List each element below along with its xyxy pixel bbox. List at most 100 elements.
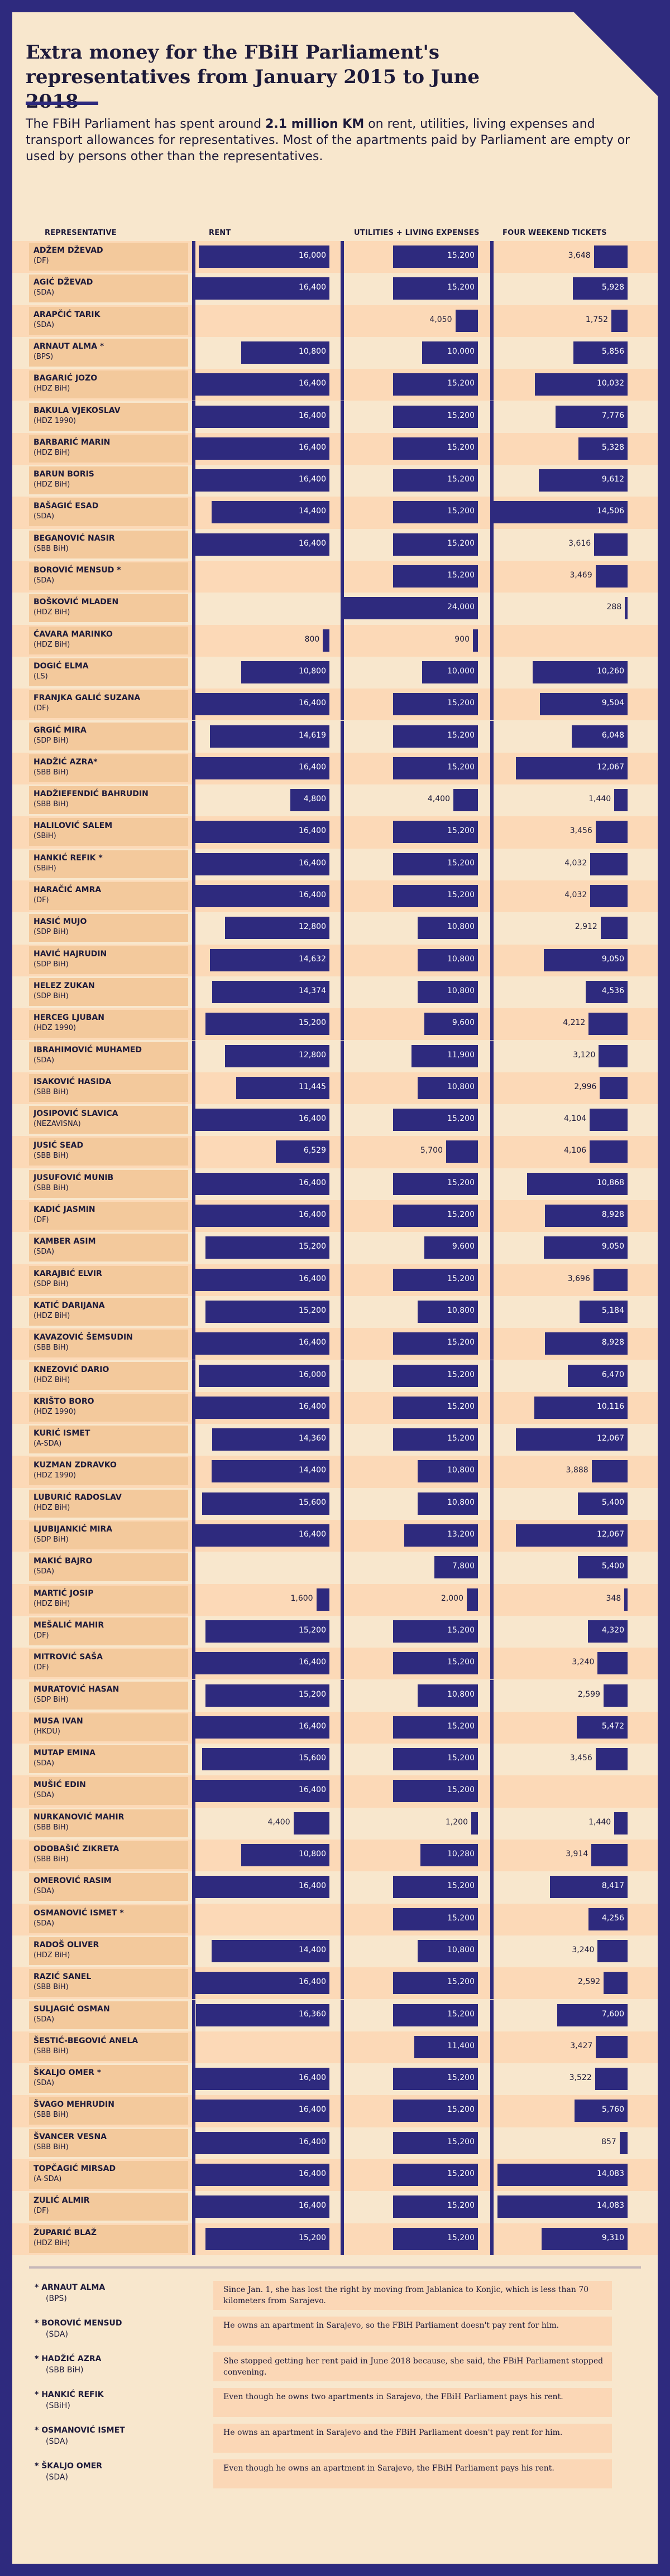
representative-cell — [29, 1393, 188, 1422]
tickets-bar — [567, 1364, 628, 1387]
representative-cell — [29, 2161, 188, 2189]
util-axis-line — [341, 1999, 344, 2031]
tickets-value-label: 10,116 — [597, 1402, 624, 1411]
footnote-box — [213, 2352, 612, 2381]
tickets-value-label: 1,440 — [588, 795, 611, 804]
rent-axis-line — [192, 1552, 195, 1584]
tickets-bar — [556, 405, 628, 428]
util-value-label: 15,200 — [447, 442, 475, 452]
util-bar — [434, 1556, 478, 1579]
tickets-axis-line — [490, 1136, 494, 1168]
util-value-label: 10,800 — [447, 1082, 475, 1091]
rent-value-label: 16,400 — [299, 890, 326, 899]
util-value-label: 4,400 — [427, 795, 450, 804]
util-value-label: 10,800 — [447, 1306, 475, 1315]
rent-bar — [212, 1460, 329, 1483]
util-axis-line — [341, 1040, 344, 1072]
tickets-axis-line — [490, 848, 494, 880]
representative-name: MAKIĆ BAJRO — [34, 1557, 93, 1566]
rent-value-label: 16,400 — [299, 2073, 326, 2083]
tickets-bar — [577, 1556, 628, 1579]
util-value-label: 15,200 — [447, 1434, 475, 1443]
representative-party: (SDA) — [34, 1248, 55, 1256]
tickets-axis-line — [490, 2191, 494, 2223]
tickets-axis-line — [490, 1008, 494, 1041]
tickets-value-label: 7,776 — [601, 411, 624, 420]
tickets-value-label: 3,522 — [569, 2073, 592, 2083]
tickets-axis-line — [490, 1583, 494, 1616]
rent-bar — [241, 1844, 329, 1866]
representative-cell — [29, 1905, 188, 1933]
rent-axis-line — [192, 241, 195, 273]
representative-name: MITROVIĆ SAŠA — [34, 1653, 103, 1662]
rent-bar — [195, 693, 329, 716]
footnote-party: (SDA) — [46, 2437, 68, 2446]
util-axis-line — [341, 1232, 344, 1264]
rent-bar — [205, 1684, 329, 1707]
representative-cell — [29, 1521, 188, 1549]
util-bar — [393, 1364, 478, 1387]
util-value-label: 10,800 — [447, 1945, 475, 1954]
tickets-bar — [516, 1428, 628, 1451]
rent-bar — [195, 1524, 329, 1547]
representative-cell — [29, 2129, 188, 2157]
rent-bar — [195, 2068, 329, 2091]
tickets-value-label: 10,260 — [597, 666, 624, 676]
tickets-value-label: 3,696 — [567, 1274, 590, 1283]
tickets-bar — [590, 853, 628, 875]
util-value-label: 11,400 — [447, 2041, 475, 2050]
tickets-value-label: 2,599 — [577, 1689, 600, 1699]
util-value-label: 10,800 — [447, 954, 475, 964]
rent-bar — [195, 1780, 329, 1803]
representative-cell — [29, 1330, 188, 1358]
util-bar — [393, 2195, 478, 2218]
representative-name: HADŽIEFENDIĆ BAHRUDIN — [34, 789, 149, 799]
util-bar — [393, 373, 478, 396]
util-value-label: 9,600 — [452, 1242, 475, 1251]
rent-axis-line — [192, 656, 195, 689]
util-bar — [393, 1716, 478, 1739]
rent-bar — [202, 1748, 329, 1771]
rent-axis-line — [192, 561, 195, 593]
rent-bar — [212, 980, 329, 1003]
util-bar — [393, 405, 478, 428]
representative-party: (SDP BiH) — [34, 1695, 69, 1704]
util-axis-line — [341, 976, 344, 1009]
representative-cell — [29, 498, 188, 527]
representative-cell — [29, 2033, 188, 2061]
util-value-label: 15,200 — [447, 2201, 475, 2211]
representative-cell — [29, 2065, 188, 2093]
representative-name: KATIĆ DARIJANA — [34, 1301, 105, 1310]
representative-cell — [29, 1361, 188, 1390]
util-axis-line — [341, 1104, 344, 1137]
rent-bar — [195, 1109, 329, 1131]
util-axis-line — [341, 2031, 344, 2064]
representative-party: (SBB BiH) — [34, 544, 69, 553]
util-bar — [404, 1524, 478, 1547]
representative-party: (SDA) — [34, 2015, 55, 2024]
footnote-name: * BOROVIĆ MENSUD — [35, 2319, 122, 2328]
util-bar — [393, 1332, 478, 1355]
tickets-axis-line — [490, 432, 494, 465]
representative-party: (HDZ 1990) — [34, 416, 76, 425]
footnote-box — [213, 2424, 612, 2453]
rent-bar — [195, 757, 329, 779]
util-value-label: 15,200 — [447, 411, 475, 420]
tickets-value-label: 10,032 — [597, 379, 624, 388]
util-axis-line — [341, 848, 344, 880]
tickets-axis-line — [490, 1040, 494, 1072]
rent-value-label: 16,000 — [299, 1370, 326, 1379]
representative-party: (A-SDA) — [34, 2175, 62, 2183]
tickets-axis-line — [490, 784, 494, 817]
rent-value-label: 16,400 — [299, 442, 326, 452]
rent-axis-line — [192, 1520, 195, 1552]
rent-axis-line — [192, 1487, 195, 1520]
rent-bar — [316, 1588, 329, 1611]
intro-text-end: on rent, utilities, living expenses and … — [26, 117, 630, 163]
rent-bar — [195, 1205, 329, 1227]
representative-cell — [29, 562, 188, 590]
tickets-value-label: 5,400 — [601, 1562, 624, 1571]
rent-bar — [202, 1492, 329, 1515]
rent-value-label: 6,529 — [303, 1146, 326, 1155]
util-axis-line — [341, 1840, 344, 1872]
